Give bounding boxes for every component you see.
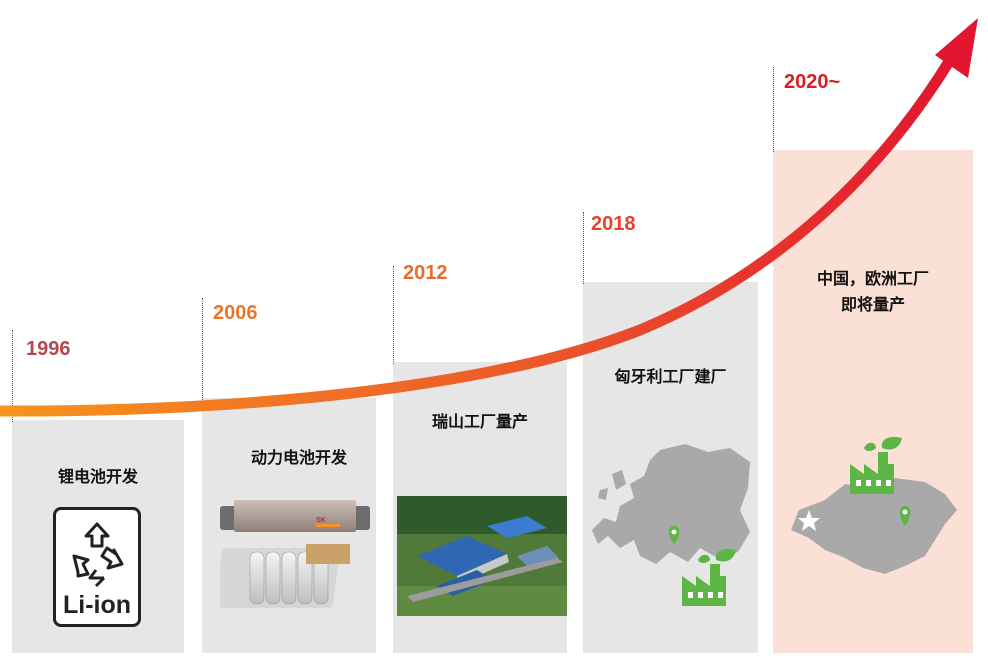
recycle-icon: [72, 522, 124, 588]
caption-2018: 匈牙利工厂建厂: [614, 369, 727, 386]
caption-2020: 中国，欧洲工厂 即将量产: [816, 271, 929, 314]
year-marker-line: [202, 298, 203, 400]
liion-badge: Li-ion: [53, 507, 141, 627]
map-pin-icon: [899, 506, 911, 526]
liion-label: Li-ion: [62, 591, 132, 619]
china-map-icon: [791, 478, 957, 574]
year-marker-line: [393, 266, 394, 364]
green-factory-icon: [850, 437, 902, 494]
factory-photo: [397, 496, 567, 616]
year-marker-line: [583, 212, 584, 284]
europe-map-icon: [592, 444, 750, 564]
caption-1996: 锂电池开发: [57, 469, 138, 486]
battery-cell-icon: SK: [220, 500, 370, 608]
year-label-2012: 2012: [403, 262, 448, 284]
svg-text:SK: SK: [316, 517, 326, 524]
caption-2006: 动力电池开发: [250, 450, 347, 467]
year-label-2020: 2020~: [784, 71, 841, 93]
year-label-1996: 1996: [26, 338, 71, 360]
year-label-2006: 2006: [213, 302, 258, 324]
map-pin-icon: [668, 526, 680, 544]
year-marker-line: [773, 67, 774, 152]
year-label-2018: 2018: [591, 213, 636, 235]
caption-2012: 瑞山工厂量产: [431, 414, 528, 431]
year-marker-line: [12, 330, 13, 422]
green-factory-icon: [682, 549, 736, 606]
